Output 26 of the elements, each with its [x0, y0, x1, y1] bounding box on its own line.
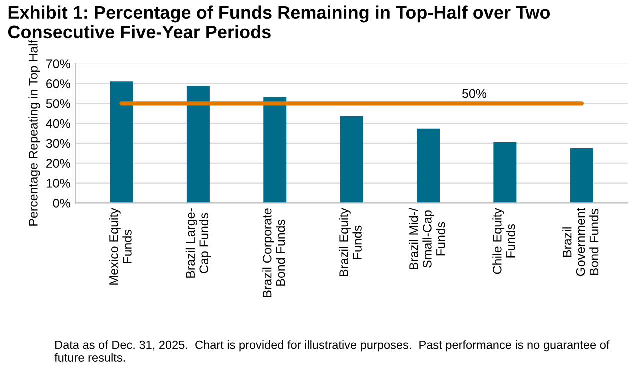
y-axis-title: Percentage Repeating in Top Half: [28, 40, 40, 226]
x-tick-label: Brazil Government Bond Funds: [562, 208, 599, 276]
text: Data as of Dec. 31, 2025. Chart is provided for illustrative purposes. Past performance is no guarantee of future results.: [54, 340, 610, 362]
bar: [264, 97, 287, 204]
y-tick-label: 60%: [46, 80, 70, 88]
ref-line-label: 50%: [462, 89, 487, 98]
bar: [494, 142, 517, 204]
x-tick-label: Mexico Equity Funds: [109, 208, 132, 285]
x-tick-label: Brazil Equity Funds: [339, 208, 362, 276]
x-tick-label: Brazil Mid-/ Small-Cap Funds: [409, 208, 446, 270]
bar: [110, 82, 134, 204]
x-tick-label: Chile Equity Funds: [492, 208, 516, 274]
y-tick-label: 30%: [46, 139, 70, 148]
bar: [340, 116, 364, 204]
x-tick-label: Brazil Corporate Bond Funds: [262, 208, 286, 298]
bar: [186, 86, 210, 204]
bar: [416, 128, 440, 204]
y-tick-label: 40%: [46, 119, 70, 128]
y-tick-label: 10%: [46, 179, 70, 188]
chart-title: Exhibit 1: Percentage of Funds Remaining in Top-Half over Two Consecutive Five-Year Periods: [8, 6, 550, 39]
bar: [570, 148, 594, 204]
y-tick-label: 70%: [46, 60, 70, 69]
y-tick-label: 0%: [53, 198, 70, 208]
y-tick-label: 50%: [46, 99, 70, 108]
y-tick-label: 20%: [46, 159, 70, 168]
x-tick-label: Brazil Large- Cap Funds: [186, 208, 212, 278]
